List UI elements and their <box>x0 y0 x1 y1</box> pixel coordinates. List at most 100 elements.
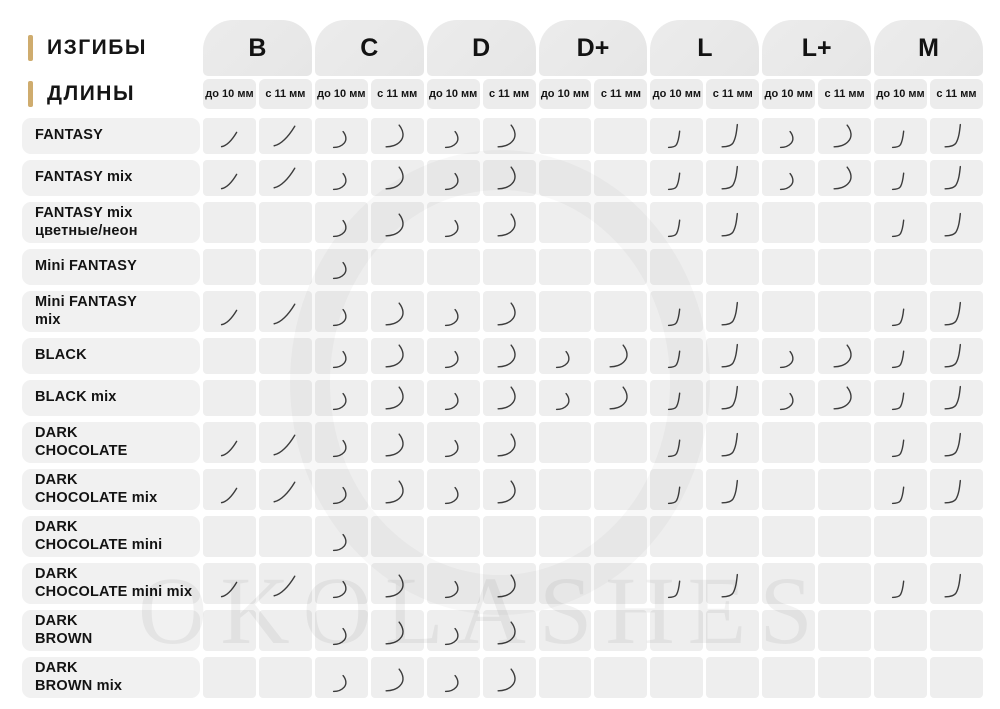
availability-cell <box>650 202 704 243</box>
curl-column-L: L <box>650 20 760 76</box>
lash-curl-icon <box>332 580 351 599</box>
availability-cell <box>762 202 816 243</box>
availability-cell <box>818 610 872 651</box>
availability-cell <box>818 249 872 285</box>
lash-curl-icon <box>667 308 686 327</box>
availability-cell <box>874 610 927 651</box>
product-name: DARK CHOCOLATE mix <box>22 469 200 510</box>
product-name: DARK BROWN <box>22 610 200 651</box>
product-name: FANTASY mix <box>22 160 200 196</box>
lash-curl-icon <box>832 123 858 149</box>
availability-cell <box>818 422 872 463</box>
availability-cell <box>874 118 927 154</box>
product-name: DARK BROWN mix <box>22 657 200 698</box>
availability-cell <box>258 160 312 196</box>
product-name-line: DARK <box>35 425 78 442</box>
length-header-cell: до 10 мм <box>762 79 816 109</box>
lash-curl-icon <box>272 123 298 149</box>
row-cells <box>203 249 983 285</box>
lash-curl-icon <box>332 533 351 552</box>
lash-curl-icon <box>384 165 410 191</box>
availability-cell <box>370 160 424 196</box>
availability-cell <box>874 338 927 374</box>
product-name-line: mix <box>35 311 61 328</box>
availability-cell <box>258 249 312 285</box>
lash-curl-icon <box>496 343 522 369</box>
lash-curl-icon <box>720 165 746 191</box>
availability-cell <box>650 291 704 332</box>
availability-cell <box>314 249 368 285</box>
lash-curl-icon <box>384 667 410 693</box>
availability-cell <box>929 422 983 463</box>
lash-curl-icon <box>720 343 746 369</box>
availability-cell <box>594 610 648 651</box>
availability-cell <box>370 249 424 285</box>
product-name-line: BLACK mix <box>35 389 117 406</box>
availability-cell <box>594 469 648 510</box>
length-header-cell: с 11 мм <box>929 79 983 109</box>
availability-cell <box>594 249 648 285</box>
availability-cell <box>258 657 312 698</box>
lash-curl-icon <box>220 130 239 149</box>
lash-curl-icon <box>332 261 351 280</box>
availability-cell <box>929 291 983 332</box>
availability-cell <box>762 657 816 698</box>
availability-cell <box>482 657 536 698</box>
availability-cell <box>818 338 872 374</box>
availability-cell <box>203 118 256 154</box>
lash-curl-icon <box>832 165 858 191</box>
availability-cell <box>706 118 760 154</box>
availability-cell <box>426 202 480 243</box>
availability-cell <box>203 422 256 463</box>
lash-curl-icon <box>832 343 858 369</box>
row-cells <box>203 469 983 510</box>
lash-curl-icon <box>332 627 351 646</box>
product-name-line: Mini FANTASY <box>35 258 138 275</box>
availability-cell <box>370 338 424 374</box>
availability-cell <box>482 160 536 196</box>
lash-curl-icon <box>496 667 522 693</box>
availability-cell <box>370 563 424 604</box>
availability-cell <box>426 291 480 332</box>
length-header-cell: с 11 мм <box>818 79 872 109</box>
product-name-line: DARK <box>35 519 78 536</box>
availability-cell <box>203 291 256 332</box>
lash-curl-icon <box>444 350 463 369</box>
availability-cell <box>203 657 256 698</box>
curls-title: ИЗГИБЫ <box>47 36 147 59</box>
lash-curl-icon <box>332 350 351 369</box>
product-name-line: FANTASY mix <box>35 169 133 186</box>
availability-cell <box>482 249 536 285</box>
curl-column-C: C <box>314 20 424 76</box>
table-row: Mini FANTASY mix <box>22 291 983 332</box>
availability-cell <box>426 469 480 510</box>
lash-curl-icon <box>891 308 910 327</box>
availability-cell <box>818 563 872 604</box>
availability-cell <box>426 657 480 698</box>
lash-curl-icon <box>720 432 746 458</box>
availability-cell <box>650 338 704 374</box>
lash-curl-icon <box>779 172 798 191</box>
lash-curl-icon <box>943 343 969 369</box>
lash-curl-icon <box>943 123 969 149</box>
availability-cell <box>370 657 424 698</box>
availability-cell <box>538 469 592 510</box>
availability-cell <box>203 160 256 196</box>
availability-cell <box>258 338 312 374</box>
availability-cell <box>818 380 872 416</box>
gold-accent-bar <box>28 81 33 107</box>
availability-cell <box>538 610 592 651</box>
availability-cell <box>258 118 312 154</box>
table-row: DARK CHOCOLATE mini <box>22 516 983 557</box>
lash-curl-icon <box>891 130 910 149</box>
lash-curl-icon <box>891 392 910 411</box>
availability-cell <box>874 380 927 416</box>
curl-column-D+: D+ <box>538 20 648 76</box>
availability-cell <box>482 380 536 416</box>
availability-cell <box>426 160 480 196</box>
availability-cell <box>314 422 368 463</box>
row-cells <box>203 610 983 651</box>
availability-cell <box>706 516 760 557</box>
availability-cell <box>929 563 983 604</box>
lash-curl-icon <box>220 172 239 191</box>
